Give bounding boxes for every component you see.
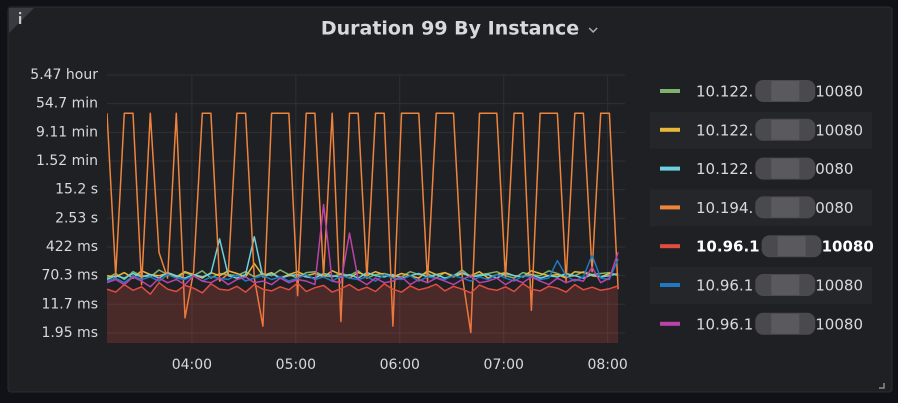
- legend-swatch: [660, 321, 680, 326]
- legend-label-suffix: 10080: [815, 121, 863, 139]
- x-tick-label: 04:00: [172, 357, 212, 373]
- legend-swatch: [660, 127, 680, 132]
- legend-label: 10.96.1: [696, 315, 753, 333]
- legend-swatch: [660, 166, 680, 171]
- legend-label-suffix: 0080: [815, 160, 853, 178]
- series-area: [107, 282, 619, 343]
- y-tick-label: 422 ms: [46, 239, 98, 255]
- info-corner[interactable]: [9, 8, 34, 33]
- plot-area: [107, 112, 619, 343]
- series-line: [107, 203, 619, 288]
- redaction-blur: [771, 275, 800, 295]
- legend-label: 10.122.: [696, 83, 753, 101]
- legend-label: 10.122.: [696, 160, 753, 178]
- legend-label-suffix: 0080: [815, 199, 853, 217]
- legend-swatch: [660, 205, 680, 210]
- x-tick-label: 06:00: [380, 357, 420, 373]
- x-tick-label: 08:00: [587, 357, 627, 373]
- redaction-blur: [771, 119, 800, 140]
- legend-label: 10.122.: [696, 121, 753, 139]
- info-icon: [19, 16, 22, 24]
- panel-title[interactable]: Duration 99 By Instance: [321, 18, 579, 40]
- legend-label-suffix: 10080: [815, 277, 863, 295]
- legend-swatch: [660, 283, 680, 287]
- legend-label: 10.194.: [696, 199, 753, 217]
- legend-swatch: [660, 89, 680, 93]
- resize-handle[interactable]: [879, 383, 885, 389]
- x-tick-label: 07:00: [484, 357, 524, 373]
- redaction-blur: [771, 313, 800, 334]
- legend-label-suffix: 10080: [815, 315, 863, 333]
- y-tick-label: 11.7 ms: [41, 296, 98, 312]
- title-menu-chevron[interactable]: [588, 27, 598, 34]
- redaction-blur: [777, 236, 806, 257]
- legend-label: 10.96.1: [696, 238, 760, 256]
- y-tick-label: 1.95 ms: [41, 325, 98, 341]
- redaction-blur: [771, 197, 800, 218]
- info-icon-dot: [19, 12, 22, 15]
- y-tick-label: 9.11 min: [36, 124, 98, 140]
- legend-label-suffix: 10080: [822, 238, 874, 256]
- y-tick-label: 15.2 s: [55, 182, 98, 198]
- y-tick-label: 1.52 min: [36, 153, 98, 169]
- y-tick-label: 70.3 ms: [41, 268, 98, 284]
- legend-label-suffix: 10080: [815, 83, 863, 101]
- redaction-blur: [771, 158, 800, 179]
- legend-label: 10.96.1: [696, 277, 753, 295]
- redaction-blur: [771, 81, 800, 101]
- y-tick-label: 2.53 s: [55, 210, 98, 226]
- legend-swatch: [660, 244, 680, 249]
- y-tick-label: 5.47 hour: [30, 67, 98, 83]
- x-tick-label: 05:00: [276, 357, 316, 373]
- series-line: [107, 281, 619, 295]
- y-tick-label: 54.7 min: [36, 96, 98, 112]
